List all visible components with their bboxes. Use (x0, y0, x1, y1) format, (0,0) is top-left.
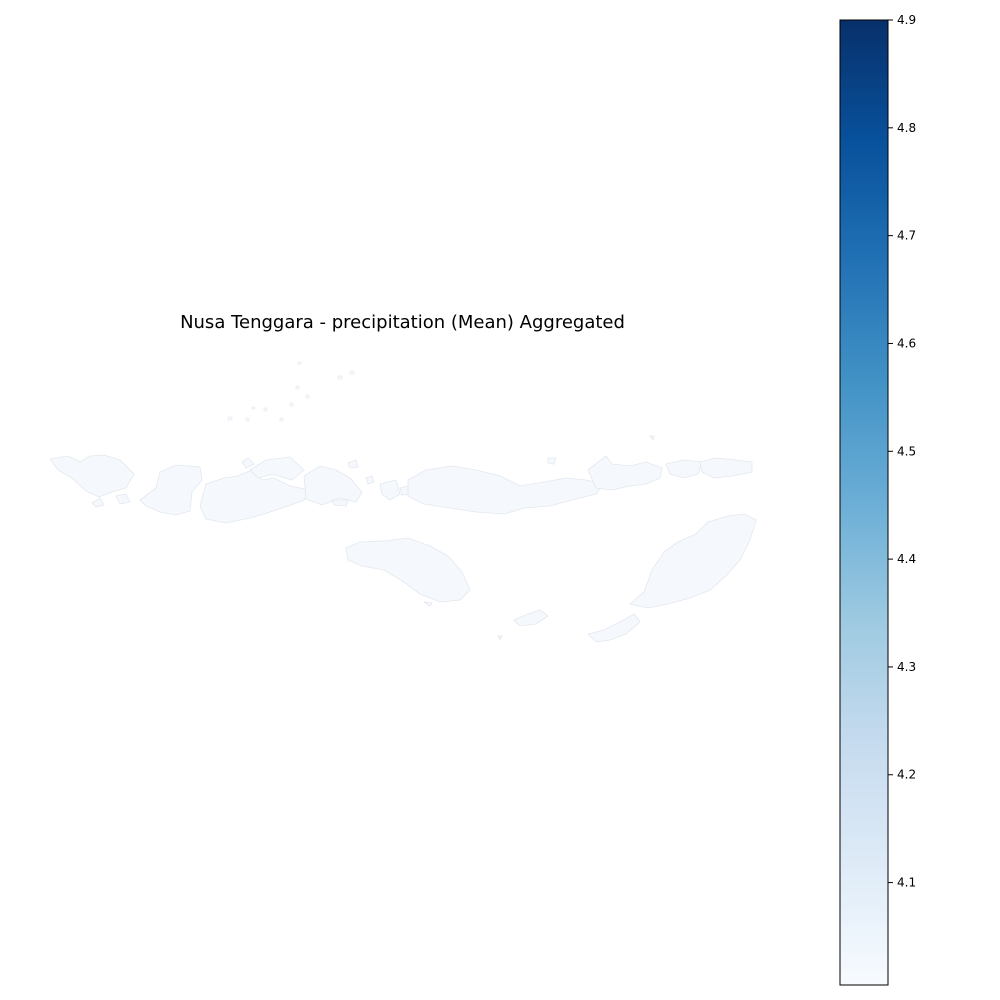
region-islet-h (423, 601, 433, 607)
colorbar: 4.1 4.2 4.3 4.4 4.5 4.6 4.7 4.8 4.9 (839, 13, 916, 986)
region-alor (699, 457, 753, 479)
colorbar-tick-label: 4.3 (897, 660, 916, 674)
colorbar-tick-label: 4.8 (897, 121, 916, 135)
region-sangeang (249, 456, 305, 481)
map-islets (227, 361, 355, 422)
region-islet-f (547, 457, 557, 465)
islet (337, 375, 343, 380)
chart-title: Nusa Tenggara - precipitation (Mean) Agg… (180, 312, 625, 333)
region-islet-i (497, 635, 503, 641)
islet (263, 407, 268, 412)
colorbar-tick-label: 4.5 (897, 444, 916, 458)
islet (251, 406, 256, 410)
region-lombok (49, 454, 135, 498)
region-sawu (513, 609, 549, 627)
region-adonara (587, 455, 663, 491)
colorbar-tick-label: 4.7 (897, 229, 916, 243)
colorbar-tick-label: 4.9 (897, 13, 916, 27)
region-islet-a (115, 493, 131, 505)
colorbar-ticks: 4.1 4.2 4.3 4.4 4.5 4.6 4.7 4.8 4.9 (888, 13, 916, 890)
region-west-timor (629, 513, 757, 609)
region-sumbawa-west (139, 464, 203, 516)
islet (227, 416, 233, 421)
islet (245, 417, 250, 422)
region-rinca (331, 499, 349, 507)
region-flores (407, 465, 605, 515)
region-sumba (345, 537, 471, 603)
colorbar-gradient (839, 19, 889, 986)
region-sumbawa-north (241, 457, 255, 469)
region-islet-g (649, 435, 655, 441)
region-lembata (665, 459, 703, 479)
islet (279, 417, 284, 422)
colorbar-tick-label: 4.1 (897, 876, 916, 890)
region-islet-d (379, 479, 401, 501)
islet (349, 370, 355, 375)
islet (297, 361, 302, 365)
region-lombok-south (91, 497, 105, 508)
region-komodo (303, 465, 363, 506)
islet (295, 385, 300, 390)
region-rote (587, 613, 641, 643)
colorbar-tick-label: 4.4 (897, 552, 916, 566)
colorbar-tick-label: 4.6 (897, 336, 916, 350)
colorbar-tick-label: 4.2 (897, 768, 916, 782)
region-islet-b (347, 459, 359, 469)
islet (289, 402, 294, 407)
map-regions (49, 435, 757, 643)
islet (305, 394, 310, 399)
region-islet-c (365, 475, 375, 485)
